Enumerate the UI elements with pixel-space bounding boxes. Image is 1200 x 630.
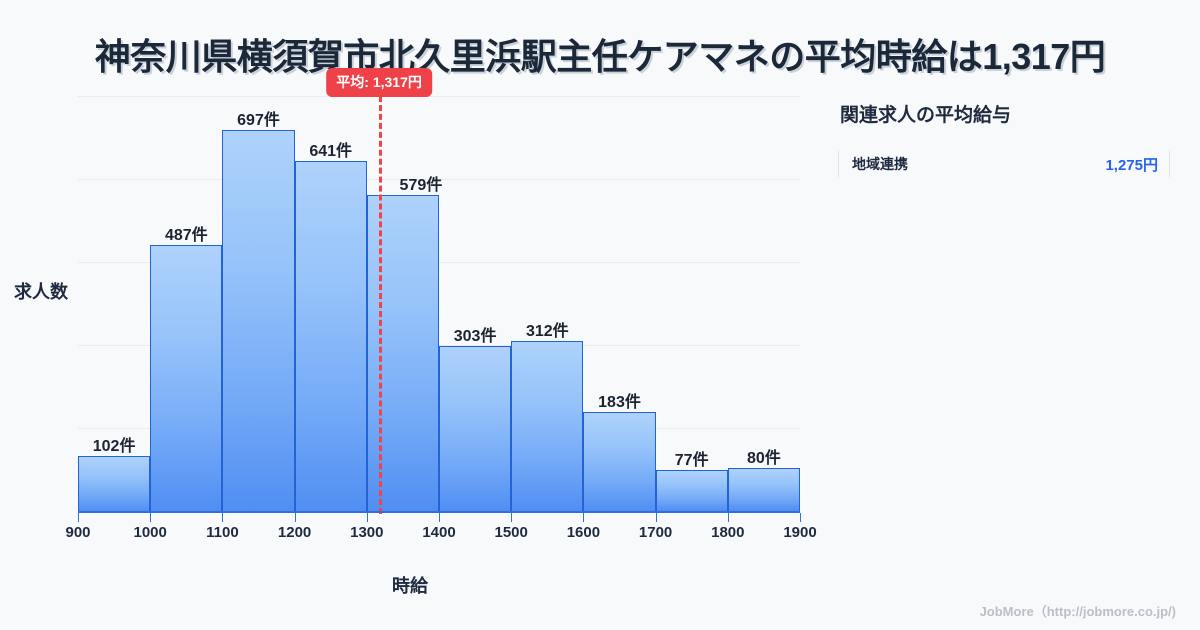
- x-axis-tick-label: 1200: [277, 524, 312, 541]
- bar-value-label: 80件: [746, 450, 781, 468]
- average-line: [379, 96, 383, 514]
- x-axis-tick: [439, 513, 440, 522]
- x-axis-tick: [366, 513, 368, 522]
- histogram-bar: [583, 411, 656, 512]
- histogram-bar: [294, 161, 367, 512]
- gridline: [78, 345, 800, 346]
- y-axis-title: 求人数: [14, 282, 68, 302]
- related-salary-list: 地域連携 1,275円: [838, 149, 1188, 179]
- related-salary-panel: 関連求人の平均給与 地域連携 1,275円: [838, 100, 1188, 179]
- x-axis-tick-label: 1700: [638, 524, 673, 541]
- salary-row: 地域連携 1,275円: [838, 149, 1170, 179]
- x-axis-tick: [511, 513, 513, 522]
- bar-value-label: 312件: [525, 323, 569, 341]
- bar-value-label: 579件: [399, 177, 443, 195]
- histogram-chart: 求人数 102件 487件 697件 641件 579件 303件 312件 183件 77件 8…: [14, 68, 817, 596]
- histogram-bar: [727, 468, 800, 512]
- x-axis-tick: [78, 513, 79, 522]
- gridline: [78, 96, 800, 97]
- histogram-bar: [439, 346, 512, 512]
- gridline: [78, 179, 800, 180]
- histogram-bar: [511, 341, 584, 512]
- x-axis-tick: [583, 513, 585, 522]
- bar-value-label: 303件: [453, 328, 497, 346]
- salary-row-name: 地域連携: [852, 156, 908, 172]
- x-axis-title: 時給: [392, 576, 428, 596]
- x-axis-tick-label: 1100: [206, 524, 239, 541]
- plot-area: 102件 487件 697件 641件 579件 303件 312件 183件 77件 80件 平均…: [78, 68, 800, 514]
- histogram-bar: [78, 456, 151, 512]
- histogram-bar: [150, 245, 223, 512]
- x-axis-tick: [150, 513, 152, 522]
- bar-value-label: 102件: [92, 438, 136, 456]
- salary-row-value: 1,275円: [1105, 156, 1158, 174]
- x-axis-tick-label: 1800: [711, 524, 745, 541]
- watermark: JobMore（http://jobmore.co.jp/): [979, 604, 1176, 619]
- average-badge: 平均: 1,317円: [326, 68, 432, 97]
- x-axis-tick-label: 1900: [783, 524, 817, 541]
- bar-value-label: 183件: [598, 393, 641, 411]
- x-axis-tick: [655, 513, 657, 522]
- x-axis-tick: [222, 513, 224, 522]
- x-axis-tick: [294, 513, 296, 522]
- page-title: 神奈川県横須賀市北久里浜駅主任ケアマネの平均時給は1,317円: [94, 36, 1106, 77]
- bar-value-label: 697件: [237, 112, 280, 130]
- x-axis-tick-label: 1600: [566, 524, 601, 541]
- x-axis-tick-label: 1400: [422, 524, 456, 541]
- x-axis-tick-label: 1500: [494, 524, 528, 541]
- x-axis-line: [78, 511, 800, 513]
- x-axis-tick-label: 1000: [133, 524, 167, 541]
- related-salary-title: 関連求人の平均給与: [840, 105, 1012, 126]
- histogram-bar: [655, 469, 728, 512]
- x-axis-tick-label: 900: [65, 524, 91, 541]
- x-axis-tick: [727, 513, 729, 522]
- gridline: [78, 262, 800, 263]
- histogram-bar: [222, 130, 295, 512]
- bar-value-label: 77件: [674, 451, 709, 469]
- bar-value-label: 487件: [164, 227, 208, 245]
- histogram-bar: [366, 195, 439, 512]
- x-axis-tick: [800, 513, 801, 522]
- bar-value-label: 641件: [309, 143, 353, 161]
- x-axis-tick-label: 1300: [350, 524, 384, 541]
